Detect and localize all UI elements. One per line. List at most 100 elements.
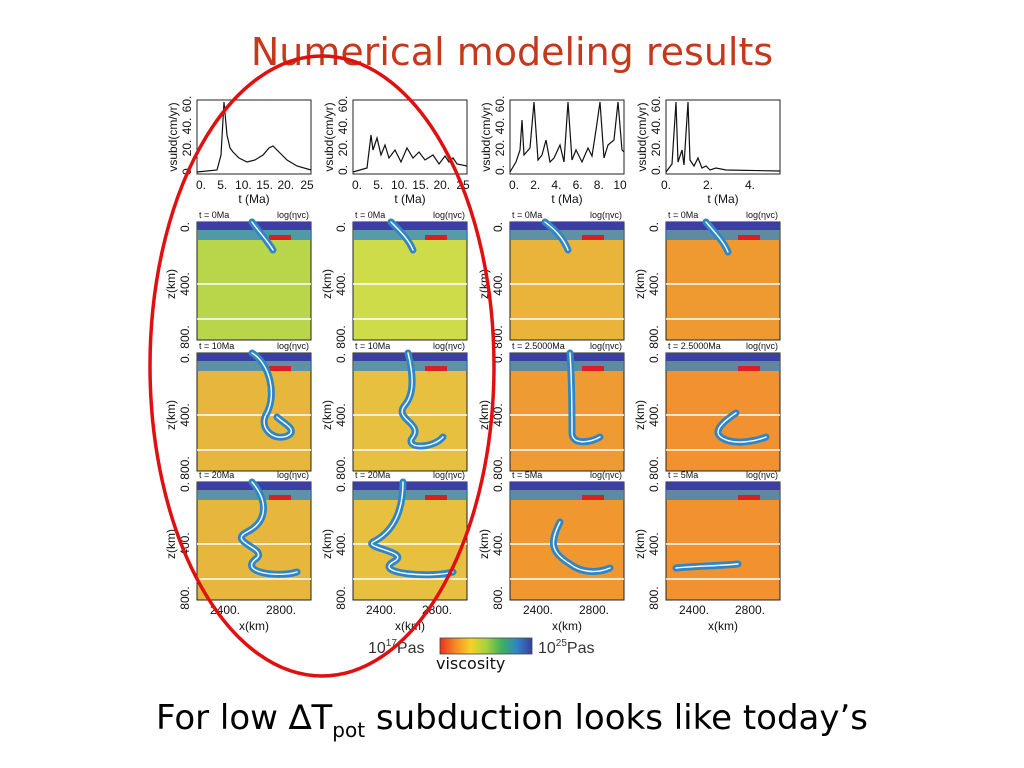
velocity-xtick-label: 0. [509,178,519,192]
panel-slab-outline [705,221,729,253]
panel-time-label: t = 0Ma [199,210,229,220]
viscosity-panel [509,481,625,601]
panel-background [196,221,312,341]
velocity-xtick-label: 6. [573,178,583,192]
velocity-series-line [352,134,468,173]
panel-red-block [425,235,447,240]
velocity-plot-1 [196,99,312,175]
velocity-xtick-label: 0. [661,178,671,192]
panel-field-label: log(ηvc) [277,470,309,480]
z-tick-label: 800. [334,325,348,348]
panel-slab-outline [401,352,444,447]
z-tick-label: 800. [334,456,348,479]
velocity-ytick-label: 40. [493,118,507,135]
z-tick-label: 0. [491,482,505,492]
panel-slab-outline [544,221,569,251]
caption-prefix: For low [155,698,289,738]
panel-lithosphere-band [666,353,780,361]
viscosity-panel [509,218,625,341]
velocity-series-line [196,101,312,173]
viscosity-panel [665,218,781,341]
z-tick-label: 400. [647,403,661,426]
z-bottom-tick-label: 800. [178,586,192,609]
panel-red-block [425,366,447,371]
x-axis-label: x(km) [552,619,582,633]
panel-time-label: t = 5Ma [668,470,698,480]
velocity-plot-frame [352,99,468,175]
velocity-ytick-label: 20. [180,140,194,157]
z-tick-label: 800. [647,456,661,479]
z-bottom-tick-label: 800. [334,586,348,609]
z-tick-label: 0. [647,353,661,363]
z-tick-label: 0. [334,222,348,232]
panel-time-label: t = 0Ma [512,210,542,220]
velocity-xtick-label: 0. [352,178,362,192]
caption-subscript: pot [332,717,366,742]
panel-red-block [738,495,760,500]
velocity-xtick-label: 10. [235,178,252,192]
z-tick-label: 400. [178,272,192,295]
slide-caption: For low ∆Tpot subduction looks like toda… [0,698,1024,742]
x-tick-label: 2400. [523,603,553,617]
z-axis-label: z(km) [477,529,491,559]
velocity-ylabel: vsubd(cm/yr) [166,102,180,171]
velocity-series-line [665,101,781,173]
panel-time-label: t = 2.5000Ma [668,341,721,351]
panel-red-block [425,495,447,500]
panel-upper-band [197,490,311,500]
z-tick-label: 800. [178,325,192,348]
z-tick-label: 0. [178,482,192,492]
z-tick-label: 0. [334,353,348,363]
velocity-xtick-label: 0. [196,178,206,192]
z-axis-label: z(km) [633,269,647,299]
highlight-ellipse [148,54,496,678]
viscosity-panel [196,478,312,601]
z-axis-label: z(km) [164,269,178,299]
panel-field-label: log(ηvc) [433,210,465,220]
velocity-plot-4 [665,99,781,175]
x-axis-label: x(km) [708,619,738,633]
panel-background [509,481,625,601]
panel-red-block [269,235,291,240]
panel-red-block [738,235,760,240]
panel-slab-outline [675,563,739,569]
z-tick-label: 400. [334,272,348,295]
panel-time-label: t = 0Ma [668,210,698,220]
velocity-xtick-label: 2. [703,178,713,192]
panel-background [196,352,312,472]
z-tick-label: 400. [491,272,505,295]
velocity-xtick-label: 5. [373,178,383,192]
velocity-ytick-label: 20. [493,140,507,157]
velocity-xtick-label: 8. [594,178,604,192]
panel-field-label: log(ηvc) [590,210,622,220]
viscosity-panel [665,352,781,472]
velocity-ytick-label: 40. [336,118,350,135]
z-tick-label: 400. [647,272,661,295]
panel-lithosphere-band [510,222,624,230]
z-bottom-tick-label: 800. [647,586,661,609]
panel-upper-band [666,230,780,240]
panel-background [509,352,625,472]
viscosity-panel [352,349,468,472]
panel-upper-band [197,230,311,240]
panel-slab-outline [552,521,611,573]
z-tick-label: 800. [491,456,505,479]
z-bottom-tick-label: 800. [491,586,505,609]
panel-background [665,352,781,472]
panel-slab-outline [370,481,454,576]
velocity-xtick-label: 25 [300,178,314,192]
velocity-ytick-label: 20. [336,140,350,157]
velocity-ytick-label: 0. [649,165,663,175]
panel-red-block [269,366,291,371]
panel-lithosphere-band [510,482,624,490]
colorbar-gradient [439,637,533,655]
z-tick-label: 400. [491,532,505,555]
panel-upper-band [666,490,780,500]
panel-upper-band [510,361,624,371]
velocity-xlabel: t (Ma) [394,192,425,206]
panel-lithosphere-band [666,482,780,490]
velocity-xlabel: t (Ma) [551,192,582,206]
z-axis-label: z(km) [320,269,334,299]
velocity-series-line [509,101,625,173]
panel-upper-band [510,490,624,500]
